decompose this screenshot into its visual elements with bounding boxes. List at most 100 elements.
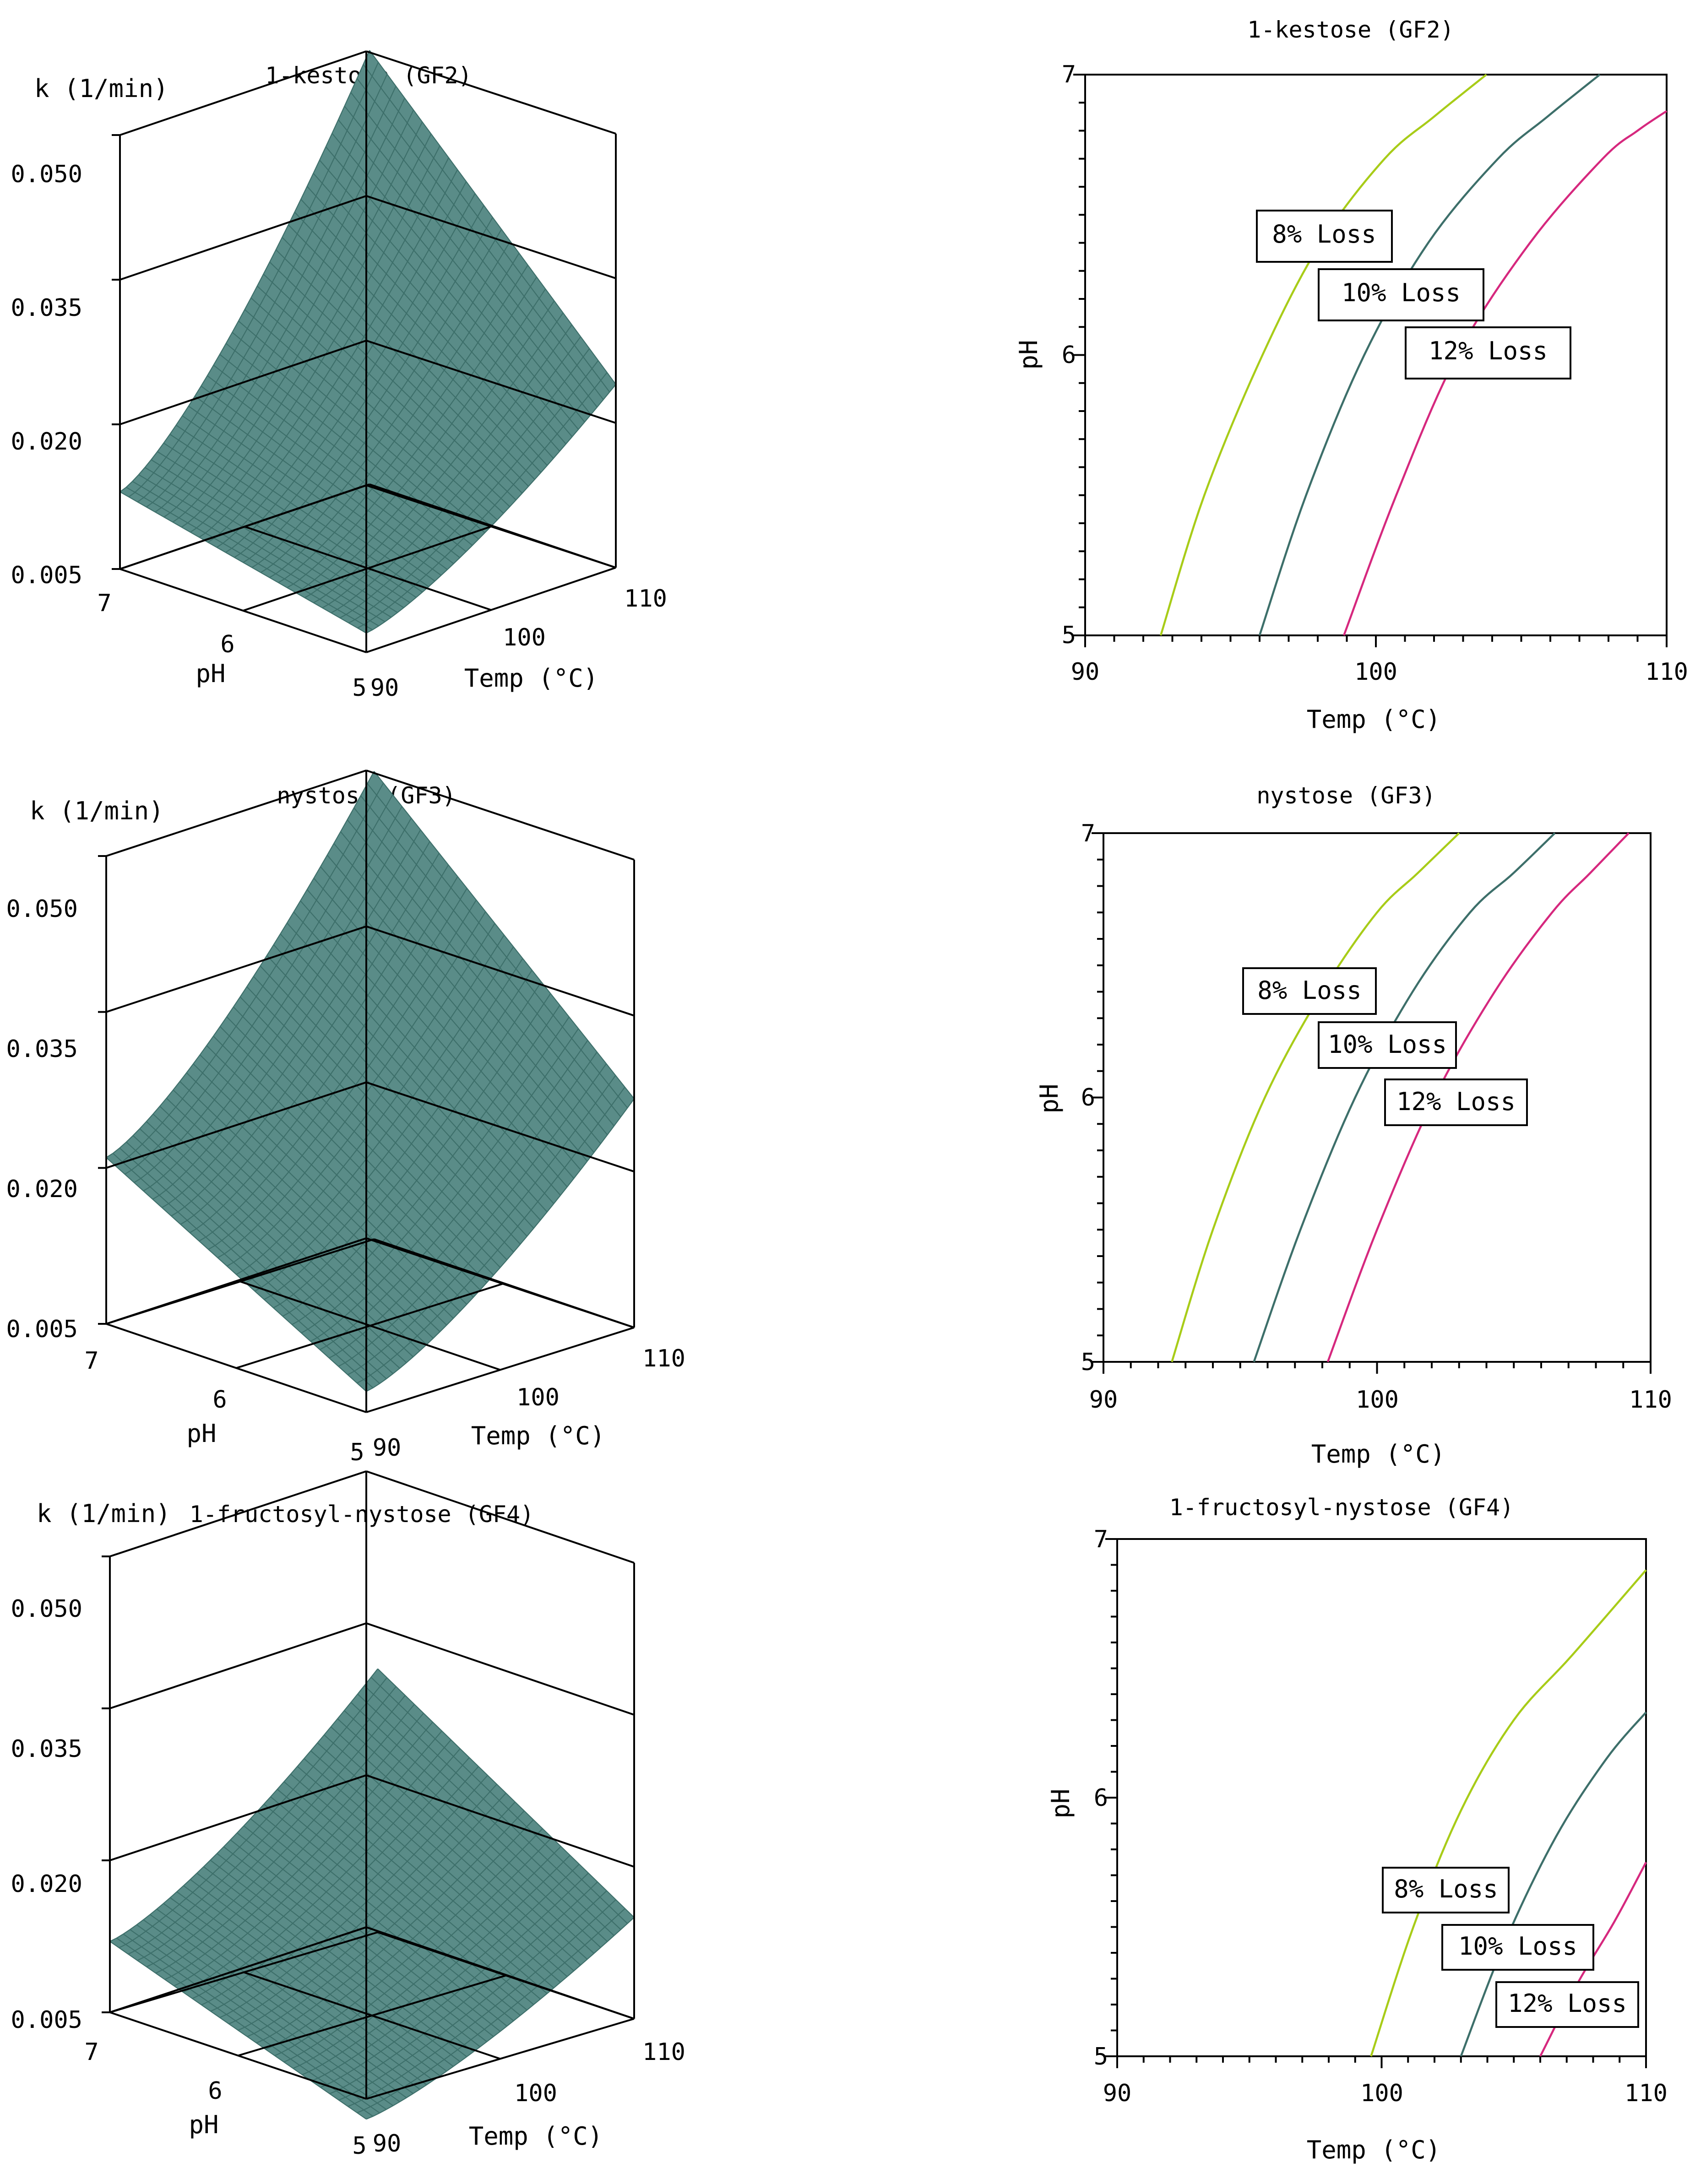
mesh-line <box>138 474 386 623</box>
mesh-line <box>126 1141 387 1379</box>
contour-line-10-loss <box>1253 832 1556 1362</box>
mesh-line <box>232 332 479 540</box>
label-8-loss: 8% Loss <box>1382 1867 1510 1913</box>
z-tick: 0.005 <box>11 2006 82 2034</box>
mesh-line <box>310 1750 568 1977</box>
mesh-line <box>275 249 523 494</box>
x-axis-label: Temp (°C) <box>1307 705 1441 734</box>
temp-tick: 100 <box>503 624 546 651</box>
mesh-line <box>283 1781 541 2000</box>
ph-tick: 5 <box>352 674 366 702</box>
mesh-line <box>340 831 601 1144</box>
mesh-line <box>219 354 467 552</box>
mesh-line <box>263 1804 521 2016</box>
z-axis-label: k (1/min) <box>37 1499 171 1528</box>
mesh-line <box>338 119 585 423</box>
temp-tick: 100 <box>514 2080 557 2107</box>
mesh-line <box>193 1063 454 1319</box>
x-tick: 90 <box>1071 658 1100 686</box>
mesh-line <box>317 1742 575 1972</box>
mesh-line <box>266 955 527 1237</box>
mesh-line <box>377 1668 635 1918</box>
svg-text:12% Loss: 12% Loss <box>1429 336 1548 365</box>
z-tick: 0.050 <box>6 895 78 923</box>
ph-axis-label: pH <box>186 1419 216 1448</box>
svg-text:8% Loss: 8% Loss <box>1272 220 1376 249</box>
surface-mesh <box>109 1668 635 2120</box>
x-tick: 90 <box>1089 1386 1118 1414</box>
axis-ticks <box>1073 74 1668 647</box>
x-axis-label: Temp (°C) <box>1311 1440 1445 1469</box>
mesh-line <box>287 922 548 1213</box>
ph-tick: 7 <box>97 590 111 617</box>
mesh-line <box>179 1081 440 1332</box>
svg-text:12% Loss: 12% Loss <box>1396 1087 1516 1116</box>
mesh-line <box>353 807 614 1127</box>
panel-title: 1-fructosyl-nystose (GF4) <box>1169 1494 1514 1521</box>
mesh-line <box>203 1866 461 2062</box>
z-tick: 0.050 <box>11 1595 82 1623</box>
contour-line-12-loss <box>1326 832 1630 1362</box>
mesh-line <box>156 1908 414 2094</box>
label-12-loss: 12% Loss <box>1384 1078 1528 1126</box>
mesh-line <box>250 1818 507 2027</box>
temp-axis-label: Temp (°C) <box>469 2122 603 2151</box>
contour-line-10-loss <box>1460 1712 1647 2057</box>
ph-tick: 7 <box>84 2038 98 2066</box>
contour-panel-gf4: 1-fructosyl-nystose (GF4) 7 6 5 90 100 1… <box>1046 1494 1668 2164</box>
mesh-line <box>139 1128 400 1369</box>
surface-panel-gf2: 1-kestose (GF2) k (1/min) 0.050 0.035 0.… <box>11 50 667 702</box>
mesh-line <box>313 878 575 1179</box>
mesh-line <box>300 900 561 1196</box>
y-tick: 5 <box>1094 2043 1108 2070</box>
mesh-line <box>226 1016 488 1283</box>
mesh-line <box>239 996 501 1268</box>
mesh-line <box>152 1113 414 1357</box>
y-tick: 7 <box>1062 61 1076 88</box>
mesh-line <box>344 1710 601 1948</box>
mesh-line <box>132 481 379 627</box>
panel-title: 1-fructosyl-nystose (GF4) <box>190 1501 534 1528</box>
mesh-line <box>157 451 404 608</box>
mesh-line <box>194 396 442 576</box>
mesh-line <box>253 976 514 1252</box>
mesh-line <box>331 133 579 430</box>
svg-text:10% Loss: 10% Loss <box>1458 1932 1577 1961</box>
mesh-line <box>356 78 604 400</box>
mesh-line <box>225 343 473 546</box>
panel-title: 1-kestose (GF2) <box>1247 16 1454 43</box>
mesh-line <box>132 1135 394 1374</box>
mesh-line <box>190 1879 447 2072</box>
mesh-line <box>230 1839 487 2043</box>
mesh-line <box>176 1891 434 2081</box>
mesh-line <box>306 186 554 459</box>
contour-panel-gf3: nystose (GF3) 7 6 5 90 100 110 Temp (°C)… <box>1035 782 1672 1469</box>
temp-tick: 90 <box>373 2130 402 2157</box>
ph-tick: 6 <box>212 1386 227 1414</box>
mesh-line <box>123 1934 380 2114</box>
mesh-line <box>119 1148 380 1384</box>
mesh-line <box>297 1766 554 1989</box>
z-tick: 0.005 <box>6 1316 78 1343</box>
temp-tick: 90 <box>373 1434 402 1462</box>
mesh-line <box>320 866 581 1171</box>
mesh-line <box>260 965 521 1245</box>
mesh-line <box>294 211 542 473</box>
ph-axis-label: pH <box>189 2110 218 2139</box>
mesh-line <box>319 160 566 444</box>
y-tick: 7 <box>1094 1526 1108 1553</box>
mesh-line <box>246 986 507 1260</box>
mesh-line <box>244 309 492 527</box>
plot-frame <box>1084 74 1668 636</box>
x-tick: 100 <box>1360 2080 1403 2107</box>
y-tick: 6 <box>1062 341 1076 369</box>
label-8-loss: 8% Loss <box>1256 210 1393 263</box>
mesh-line <box>166 1098 427 1345</box>
x-tick: 100 <box>1354 658 1397 686</box>
contour-line-12-loss <box>1343 110 1668 636</box>
mesh-line <box>269 261 516 500</box>
mesh-line <box>350 1702 608 1942</box>
mesh-line <box>217 1853 474 2053</box>
mesh-line <box>369 50 616 385</box>
surface-panel-gf4: k (1/min) 1-fructosyl-nystose (GF4) 0.05… <box>11 1470 685 2160</box>
